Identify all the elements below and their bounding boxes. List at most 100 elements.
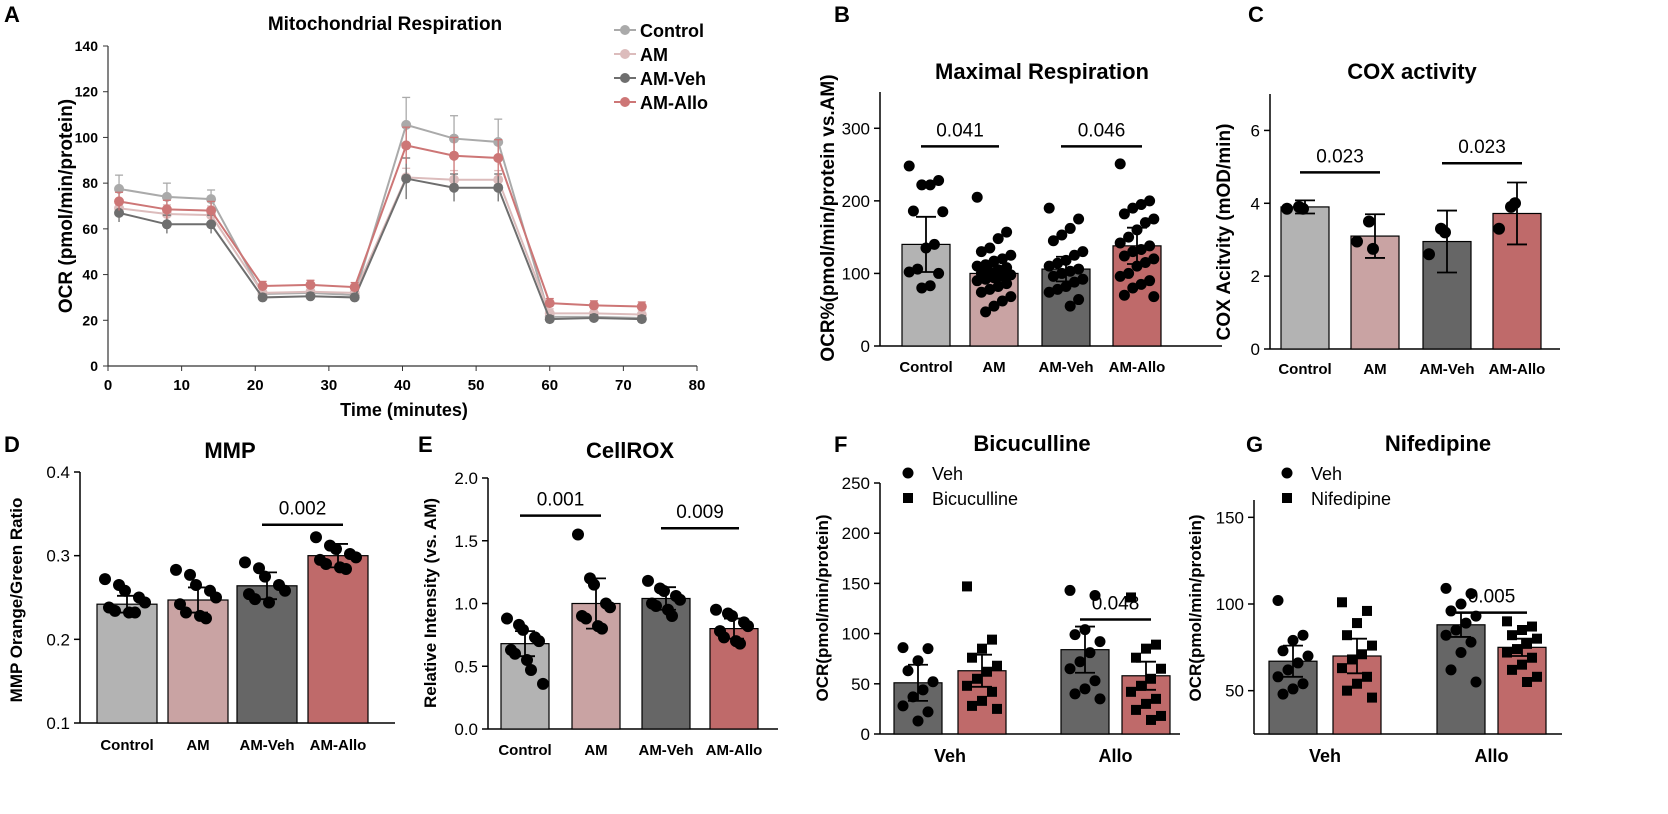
data-point [1084, 647, 1096, 659]
legend-label: Bicuculline [932, 489, 1018, 509]
data-point [975, 246, 987, 258]
data-point [253, 562, 265, 575]
data-point [161, 191, 172, 202]
data-point [988, 272, 1000, 284]
data-point [174, 598, 186, 611]
data-point [1064, 265, 1076, 277]
legend-marker [620, 49, 630, 59]
y-tick-label: 0.3 [46, 547, 70, 566]
data-point [920, 242, 932, 254]
p-value-label: 0.001 [537, 490, 585, 511]
data-point [996, 253, 1008, 265]
data-point [1114, 158, 1126, 170]
data-point [1439, 226, 1451, 239]
y-axis-label: MMP Orange/Green Ratio [7, 498, 26, 703]
data-point [971, 275, 983, 287]
data-point [350, 551, 362, 564]
category-label: AM-Veh [1419, 361, 1474, 378]
data-point [1517, 625, 1527, 635]
category-label: AM [186, 737, 209, 754]
data-point [1139, 217, 1151, 229]
panel-a: Mitochondrial Respiration 02040608010012… [56, 14, 708, 420]
data-point [1005, 249, 1017, 261]
panel-e: CellROX 0.0 0.5 1.0 1.5 2.0 Control AM AM-Veh AM… [421, 438, 778, 759]
data-point [1151, 693, 1161, 704]
data-point [340, 563, 352, 576]
data-point [533, 635, 545, 648]
legend-marker [620, 73, 630, 83]
data-point [1069, 688, 1081, 700]
data-point [1001, 278, 1013, 290]
panel-b: Maximal Respiration 0 100 200 300 Control AM A… [818, 59, 1222, 376]
chart-title: MMP [204, 438, 255, 463]
y-tick-label: 0 [1251, 340, 1260, 359]
data-point [170, 563, 182, 576]
data-point [933, 267, 945, 279]
data-point [1277, 645, 1289, 657]
y-axis-label: OCR(pmol/min/protein) [1186, 515, 1205, 702]
data-point [1136, 680, 1146, 691]
y-tick-label: 20 [82, 312, 98, 328]
data-point [897, 700, 909, 712]
data-point [1005, 291, 1017, 303]
data-point [912, 655, 924, 667]
legend-marker [620, 25, 630, 35]
y-tick-label: 100 [842, 264, 870, 283]
legend-label: Nifedipine [1311, 489, 1391, 509]
data-point [710, 603, 722, 616]
data-point [1047, 270, 1059, 282]
data-point [1060, 254, 1072, 266]
data-point [1068, 276, 1080, 288]
data-point [1148, 291, 1160, 303]
data-point [1114, 270, 1126, 282]
data-point [1297, 678, 1309, 690]
data-point [1064, 584, 1076, 596]
data-point [1337, 597, 1347, 608]
data-point [924, 280, 936, 292]
data-point [1455, 647, 1467, 659]
data-point [902, 665, 914, 677]
data-point [992, 280, 1004, 292]
category-label: AM-Veh [638, 742, 693, 759]
data-point [1517, 659, 1527, 670]
y-tick-label: 4 [1251, 194, 1260, 213]
data-point [1527, 621, 1537, 632]
y-tick-label: 100 [842, 625, 870, 644]
data-point [1141, 643, 1151, 654]
category-label: Veh [1309, 746, 1341, 766]
data-point [1532, 671, 1542, 682]
series-line-AM [118, 176, 642, 316]
data-point [972, 673, 982, 684]
data-point [1151, 639, 1161, 650]
data-point [927, 676, 939, 688]
series-line-AM-Allo [118, 144, 642, 308]
legend-label: AM [640, 45, 668, 65]
y-tick-label: 2 [1251, 267, 1260, 286]
data-point [916, 282, 928, 294]
data-point [928, 238, 940, 250]
data-point [907, 691, 919, 703]
category-label: AM-Allo [1489, 361, 1546, 378]
chart-title: Bicuculline [973, 431, 1090, 456]
legend-marker-circle [1281, 467, 1293, 479]
y-tick-label: 80 [82, 175, 98, 191]
data-point [1470, 676, 1482, 688]
data-point [1064, 300, 1076, 312]
data-point [257, 281, 268, 291]
data-point [493, 182, 504, 193]
bar [1280, 206, 1330, 350]
data-point [161, 219, 172, 230]
data-point [114, 196, 125, 207]
data-point [249, 593, 261, 606]
data-point [1074, 656, 1086, 668]
data-point [1043, 260, 1055, 272]
p-value-label: 0.005 [1468, 587, 1516, 608]
data-point [1089, 675, 1101, 687]
x-tick-label: 10 [173, 377, 190, 394]
category-label: AM-Allo [706, 742, 763, 759]
data-point [305, 279, 316, 290]
y-tick-label: 40 [82, 267, 98, 283]
category-label: AM-Veh [239, 737, 294, 754]
legend-label: Veh [932, 464, 963, 484]
data-point [1144, 240, 1156, 252]
